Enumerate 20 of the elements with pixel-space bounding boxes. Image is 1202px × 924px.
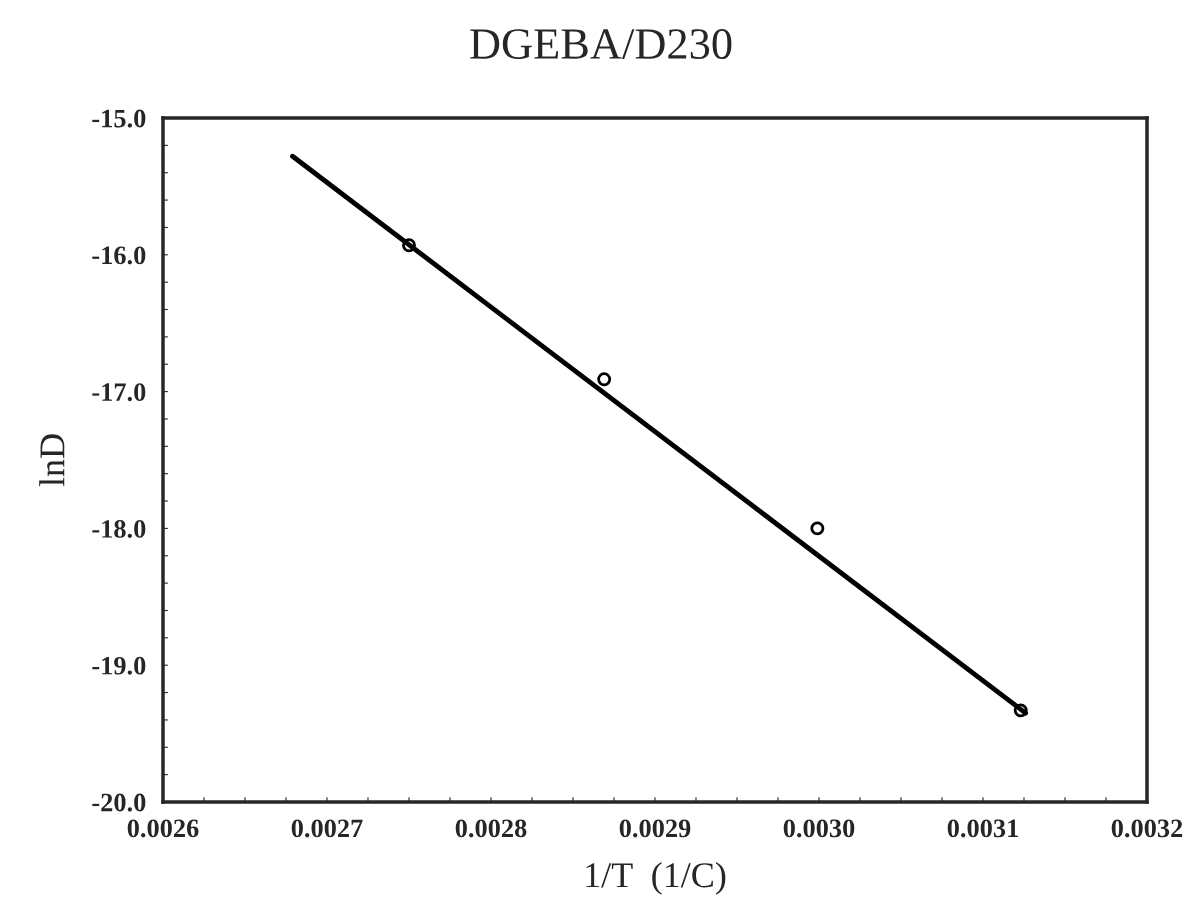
y-tick-label: -17.0 <box>92 383 146 402</box>
x-tick-label: 0.0032 <box>1111 819 1183 838</box>
y-tick-label: -18.0 <box>92 520 146 538</box>
x-tick-label: 0.0031 <box>947 819 1018 838</box>
x-tick-label: 0.0027 <box>291 819 363 838</box>
point <box>597 372 612 387</box>
y-tick-label: -19.0 <box>92 656 146 675</box>
point <box>402 238 416 253</box>
x-tick-label: 0.0026 <box>127 819 199 838</box>
y-tick-label: -15.0 <box>92 109 146 128</box>
x-tick-label: 0.0030 <box>783 819 855 838</box>
chart-title: DGEBA/D230 <box>470 29 732 59</box>
point <box>1013 703 1028 718</box>
y-axis-title: lnD <box>39 434 65 487</box>
x-tick-label: 0.0028 <box>455 819 527 838</box>
x-axis-title: 1/T (1/C) <box>586 862 726 895</box>
point <box>810 521 825 536</box>
y-tick-label: -20.0 <box>92 793 146 812</box>
x-tick-label: 0.0029 <box>619 819 691 838</box>
y-tick-label: -16.0 <box>92 246 146 265</box>
